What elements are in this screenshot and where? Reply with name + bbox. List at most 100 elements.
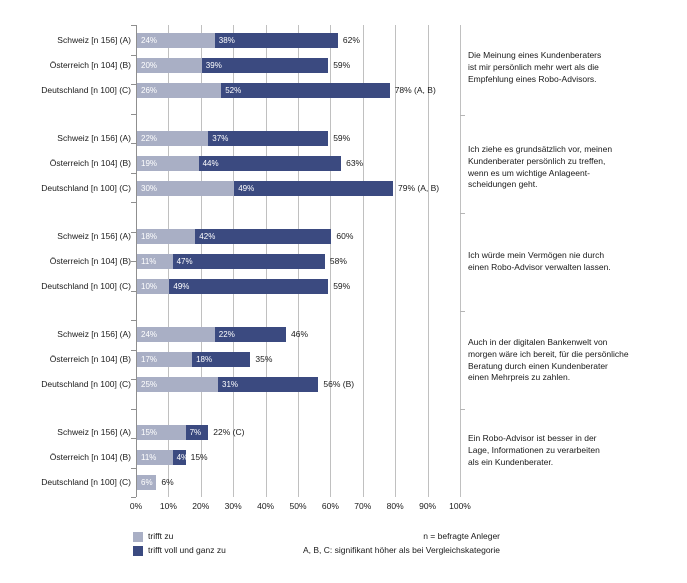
axis-tick [131,172,136,174]
statement-line: als ein Kundenberater. [468,456,554,467]
bar-segment-trifft-zu [137,450,173,465]
statement-line: Ein Robo-Advisor ist besser in der [468,433,597,443]
statement-text: Ich ziehe es grundsätzlich vor, meinen Ku… [468,144,686,191]
bar-segment-trifft-zu [137,58,202,73]
bar-total-label: 78% (A, B) [394,85,436,95]
axis-tick [131,497,136,498]
right-axis-tick [460,408,465,410]
statement-line: Die Meinung eines Kundenberaters [468,50,602,60]
bar-segment-trifft-voll-und-ganz-zu [172,450,186,465]
bar-segment-value: 47% [176,257,193,266]
category-label: Schweiz [n 156] (A) [57,231,131,241]
bar-segment-value: 22% [218,330,235,339]
axis-tick [131,438,136,439]
bar-segment-trifft-voll-und-ganz-zu [192,352,251,367]
bar-segment-value: 49% [238,184,255,193]
x-axis-tick-label: 0% [129,501,143,511]
bar-total-label: 35% [255,354,273,364]
category-label: Deutschland [n 100] (C) [41,183,131,193]
right-axis-tick [460,310,465,312]
bar-segment-value: 15% [141,428,158,437]
bar-segment-value: 17% [141,355,158,364]
bar-segment-trifft-zu [137,327,215,342]
bar-segment-trifft-zu [137,33,215,48]
statement-line: einen Mehrpreis zu zahlen. [468,372,571,383]
bar-segment-trifft-voll-und-ganz-zu [198,156,342,171]
statement-line: morgen wäre ich bereit, für die persönli… [468,348,629,359]
category-label: Deutschland [n 100] (C) [41,379,131,389]
bar-segment-value: 52% [225,86,242,95]
bar-segment-value: 10% [141,282,158,291]
statement-line: Beratung durch einen Kundenberater [468,360,608,371]
bar-total-label: 62% [342,35,360,45]
bar-segment-value: 4% [176,453,189,462]
bar-segment-trifft-voll-und-ganz-zu [169,279,329,294]
statement-text: Die Meinung eines Kundenberaters ist mir … [468,50,686,85]
bar-segment-trifft-zu [137,279,170,294]
axis-tick [131,408,136,410]
statement-text: Ich würde mein Vermögen nie durch einen R… [468,250,686,274]
legend-swatch-trifft-zu [133,532,143,542]
bar-total-label: 59% [333,60,351,70]
gridline [362,25,364,497]
category-label: Österreich [n 104] (B) [49,452,131,462]
bar-segment-value: 24% [141,330,158,339]
axis-tick [131,54,136,56]
bar-total-label: 46% [291,329,309,339]
bar-segment-trifft-voll-und-ganz-zu [218,377,319,392]
bar-segment-trifft-voll-und-ganz-zu [234,181,393,196]
x-axis-tick-label: 30% [224,501,242,511]
statement-text: Auch in der digitalen Bankenwelt von morg… [468,337,686,384]
category-label: Deutschland [n 100] (C) [41,281,131,291]
bar-segment-value: 26% [141,86,158,95]
category-label: Schweiz [n 156] (A) [57,35,131,45]
statement-line: scheidungen geht. [468,179,538,190]
right-axis-tick [460,212,465,214]
footnote-significance: A, B, C: signifikant höher als bei Vergl… [302,545,500,555]
bar-segment-trifft-zu [137,254,173,269]
bar-segment-trifft-zu [137,131,209,146]
axis-tick [131,25,136,26]
category-label: Deutschland [n 100] (C) [41,85,131,95]
bar-segment-trifft-voll-und-ganz-zu [201,58,329,73]
x-axis-tick-label: 60% [321,501,339,511]
category-label: Schweiz [n 156] (A) [57,329,131,339]
category-label: Schweiz [n 156] (A) [57,133,131,143]
bar-segment-trifft-zu [137,475,157,490]
axis-tick [131,320,136,321]
axis-tick [131,290,136,292]
axis-tick [131,143,136,144]
bar-segment-trifft-zu [137,83,222,98]
bar-total-label: 56% (B) [323,379,355,389]
axis-tick [131,349,136,351]
bar-segment-trifft-zu [137,181,235,196]
statement-line: Ich ziehe es grundsätzlich vor, meinen [468,144,613,154]
statement-line: Ich würde mein Vermögen nie durch [468,250,605,260]
bar-segment-value: 24% [141,36,158,45]
bar-segment-trifft-zu [137,352,193,367]
x-axis-tick-label: 80% [386,501,404,511]
right-axis-tick [460,114,465,116]
bar-segment-value: 18% [196,355,213,364]
bar-segment-value: 38% [218,36,235,45]
bar-segment-value: 37% [212,134,229,143]
statement-line: ist mir persönlich mehr wert als die [468,61,599,72]
statement-line: wenn es um wichtige Anlageent- [468,167,590,178]
bar-total-label: 59% [333,281,351,291]
bar-segment-value: 30% [141,184,158,193]
gridline [460,25,461,497]
statement-line: einen Robo-Advisor verwalten lassen. [468,261,611,272]
x-axis-tick-label: 90% [419,501,437,511]
bar-total-label: 22% (C) [213,427,245,437]
category-label: Österreich [n 104] (B) [49,354,131,364]
bar-segment-value: 25% [141,380,158,389]
x-axis-tick-label: 100% [449,501,471,511]
bar-segment-trifft-voll-und-ganz-zu [195,229,332,244]
x-axis-tick-label: 50% [289,501,307,511]
bar-segment-value: 49% [173,282,190,291]
bar-segment-trifft-voll-und-ganz-zu [208,131,329,146]
axis-tick [131,231,136,233]
axis-tick [131,113,136,115]
bar-segment-trifft-zu [137,229,196,244]
